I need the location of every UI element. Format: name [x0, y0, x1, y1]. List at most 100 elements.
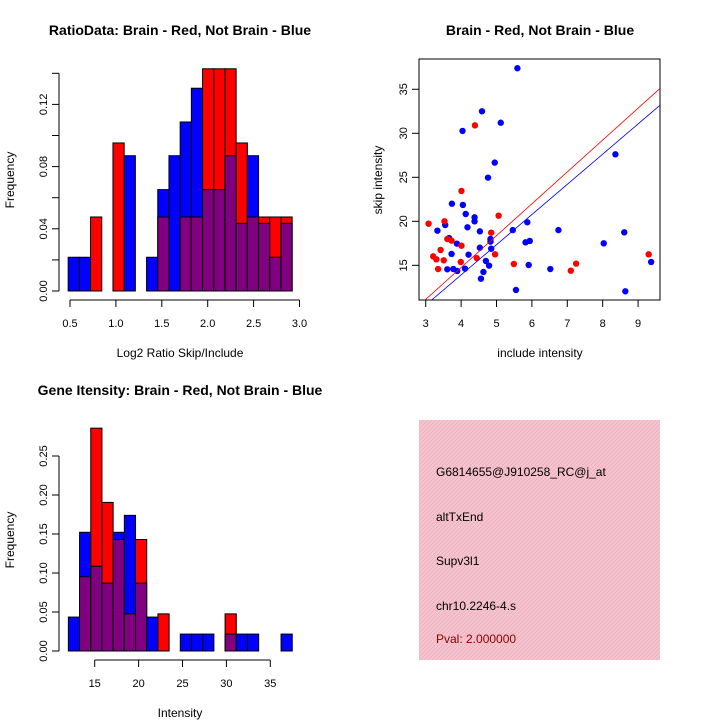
brain-point	[433, 256, 440, 263]
x-tick-label: 1.5	[154, 318, 169, 330]
brain-point	[441, 218, 448, 225]
y-tick-label: 0.08	[38, 156, 50, 177]
x-tick-label: 20	[132, 678, 144, 690]
ratio-histogram-ylabel: Frequency	[3, 152, 17, 209]
scatter-xlabel: include intensity	[497, 346, 582, 360]
overlap-bar	[79, 576, 92, 652]
x-tick-label: 6	[529, 318, 535, 330]
x-tick-label: 7	[564, 318, 570, 330]
x-tick-label: 8	[600, 318, 606, 330]
scatter-frame	[418, 58, 661, 301]
not-brain-point	[524, 219, 531, 226]
overlap-bar	[112, 539, 125, 652]
overlap-bar	[202, 189, 215, 292]
info-panel-background	[419, 420, 660, 660]
y-tick-label: 0.25	[38, 445, 50, 466]
x-tick-label: 4	[458, 318, 464, 330]
ratio-histogram-xlabel: Log2 Ratio Skip/Include	[117, 346, 244, 360]
x-tick-label: 3	[423, 318, 429, 330]
not-brain-point	[448, 250, 455, 258]
not-brain-point	[444, 266, 451, 273]
overlap-bar	[179, 216, 192, 292]
not-brain-bar	[246, 633, 260, 652]
y-tick-label: 30	[398, 127, 410, 139]
not-brain-bar	[280, 633, 293, 652]
overlap-bar	[246, 216, 260, 292]
overlap-bar	[280, 222, 293, 292]
brain-bar	[90, 216, 103, 292]
overlap-bar	[135, 582, 148, 652]
brain-point	[645, 251, 652, 258]
not-brain-bar	[168, 155, 181, 292]
not-brain-point	[512, 286, 520, 294]
y-tick-label: 0.10	[38, 562, 50, 583]
overlap-bar	[224, 633, 237, 652]
brain-point	[437, 246, 444, 254]
not-brain-point	[647, 258, 655, 266]
x-tick-label: 25	[176, 678, 188, 690]
not-brain-point	[471, 218, 478, 225]
y-tick-label: 0.05	[38, 601, 50, 622]
x-tick-label: 0.5	[62, 318, 77, 330]
not-brain-point	[482, 257, 490, 265]
not-brain-point	[525, 261, 532, 269]
brain-bar	[157, 613, 170, 652]
x-tick-label: 30	[220, 678, 232, 690]
scatter-ylabel: skip intensity	[371, 146, 385, 215]
not-brain-point	[477, 275, 485, 282]
not-brain-point	[480, 268, 487, 276]
overlap-bar	[224, 155, 237, 292]
not-brain-point	[612, 151, 619, 158]
brain-point	[425, 220, 432, 227]
overlap-bar	[123, 613, 137, 652]
probe-id: G6814655@J910258_RC@j_at	[436, 465, 606, 479]
x-tick-label: 5	[493, 318, 499, 330]
not-brain-bar	[146, 616, 159, 652]
not-brain-point	[464, 224, 471, 231]
y-tick-label: 0.04	[38, 218, 50, 239]
not-brain-point	[600, 240, 607, 247]
not-brain-point	[485, 262, 493, 269]
gene-name: Supv3l1	[436, 554, 480, 568]
x-tick-label: 15	[89, 678, 101, 690]
y-tick-label: 0.20	[38, 484, 50, 505]
intensity-histogram-ylabel: Frequency	[3, 512, 17, 569]
x-tick-label: 9	[635, 318, 641, 330]
not-brain-bar	[190, 633, 204, 652]
overlap-bar	[269, 256, 282, 292]
not-brain-bar	[67, 256, 80, 292]
intensity-histogram: Gene Itensity: Brain - Red, Not Brain - …	[3, 382, 323, 720]
not-brain-bar	[67, 616, 81, 652]
not-brain-point	[476, 244, 484, 251]
brain-point	[491, 251, 499, 258]
intensity-scatter: Brain - Red, Not Brain - Blue include in…	[371, 22, 661, 360]
brain-point	[495, 212, 502, 219]
x-tick-label: 35	[264, 678, 276, 690]
not-brain-point	[448, 200, 456, 207]
not-brain-point	[555, 226, 562, 234]
genomic-location: chr10.2246-4.s	[436, 599, 516, 613]
brain-point	[567, 267, 575, 274]
not-brain-point	[478, 108, 486, 115]
overlap-bar	[258, 222, 271, 292]
x-tick-label: 2.0	[200, 318, 215, 330]
not-brain-point	[497, 119, 504, 126]
brain-point	[487, 229, 495, 236]
not-brain-point	[459, 127, 466, 135]
x-tick-label: 2.5	[246, 318, 261, 330]
brain-fit-line	[424, 88, 660, 300]
not-brain-point	[491, 159, 498, 166]
not-brain-bar	[202, 633, 215, 652]
not-brain-bar	[179, 633, 192, 652]
not-brain-point	[484, 174, 492, 181]
not-brain-point	[459, 201, 467, 209]
y-tick-label: 0.00	[38, 640, 50, 661]
overlap-bar	[90, 565, 103, 652]
intensity-histogram-title: Gene Itensity: Brain - Red, Not Brain - …	[38, 382, 323, 398]
y-tick-label: 0.12	[38, 94, 50, 115]
brain-point	[458, 187, 465, 195]
not-brain-bar	[235, 633, 248, 652]
y-tick-label: 0.00	[38, 280, 50, 301]
